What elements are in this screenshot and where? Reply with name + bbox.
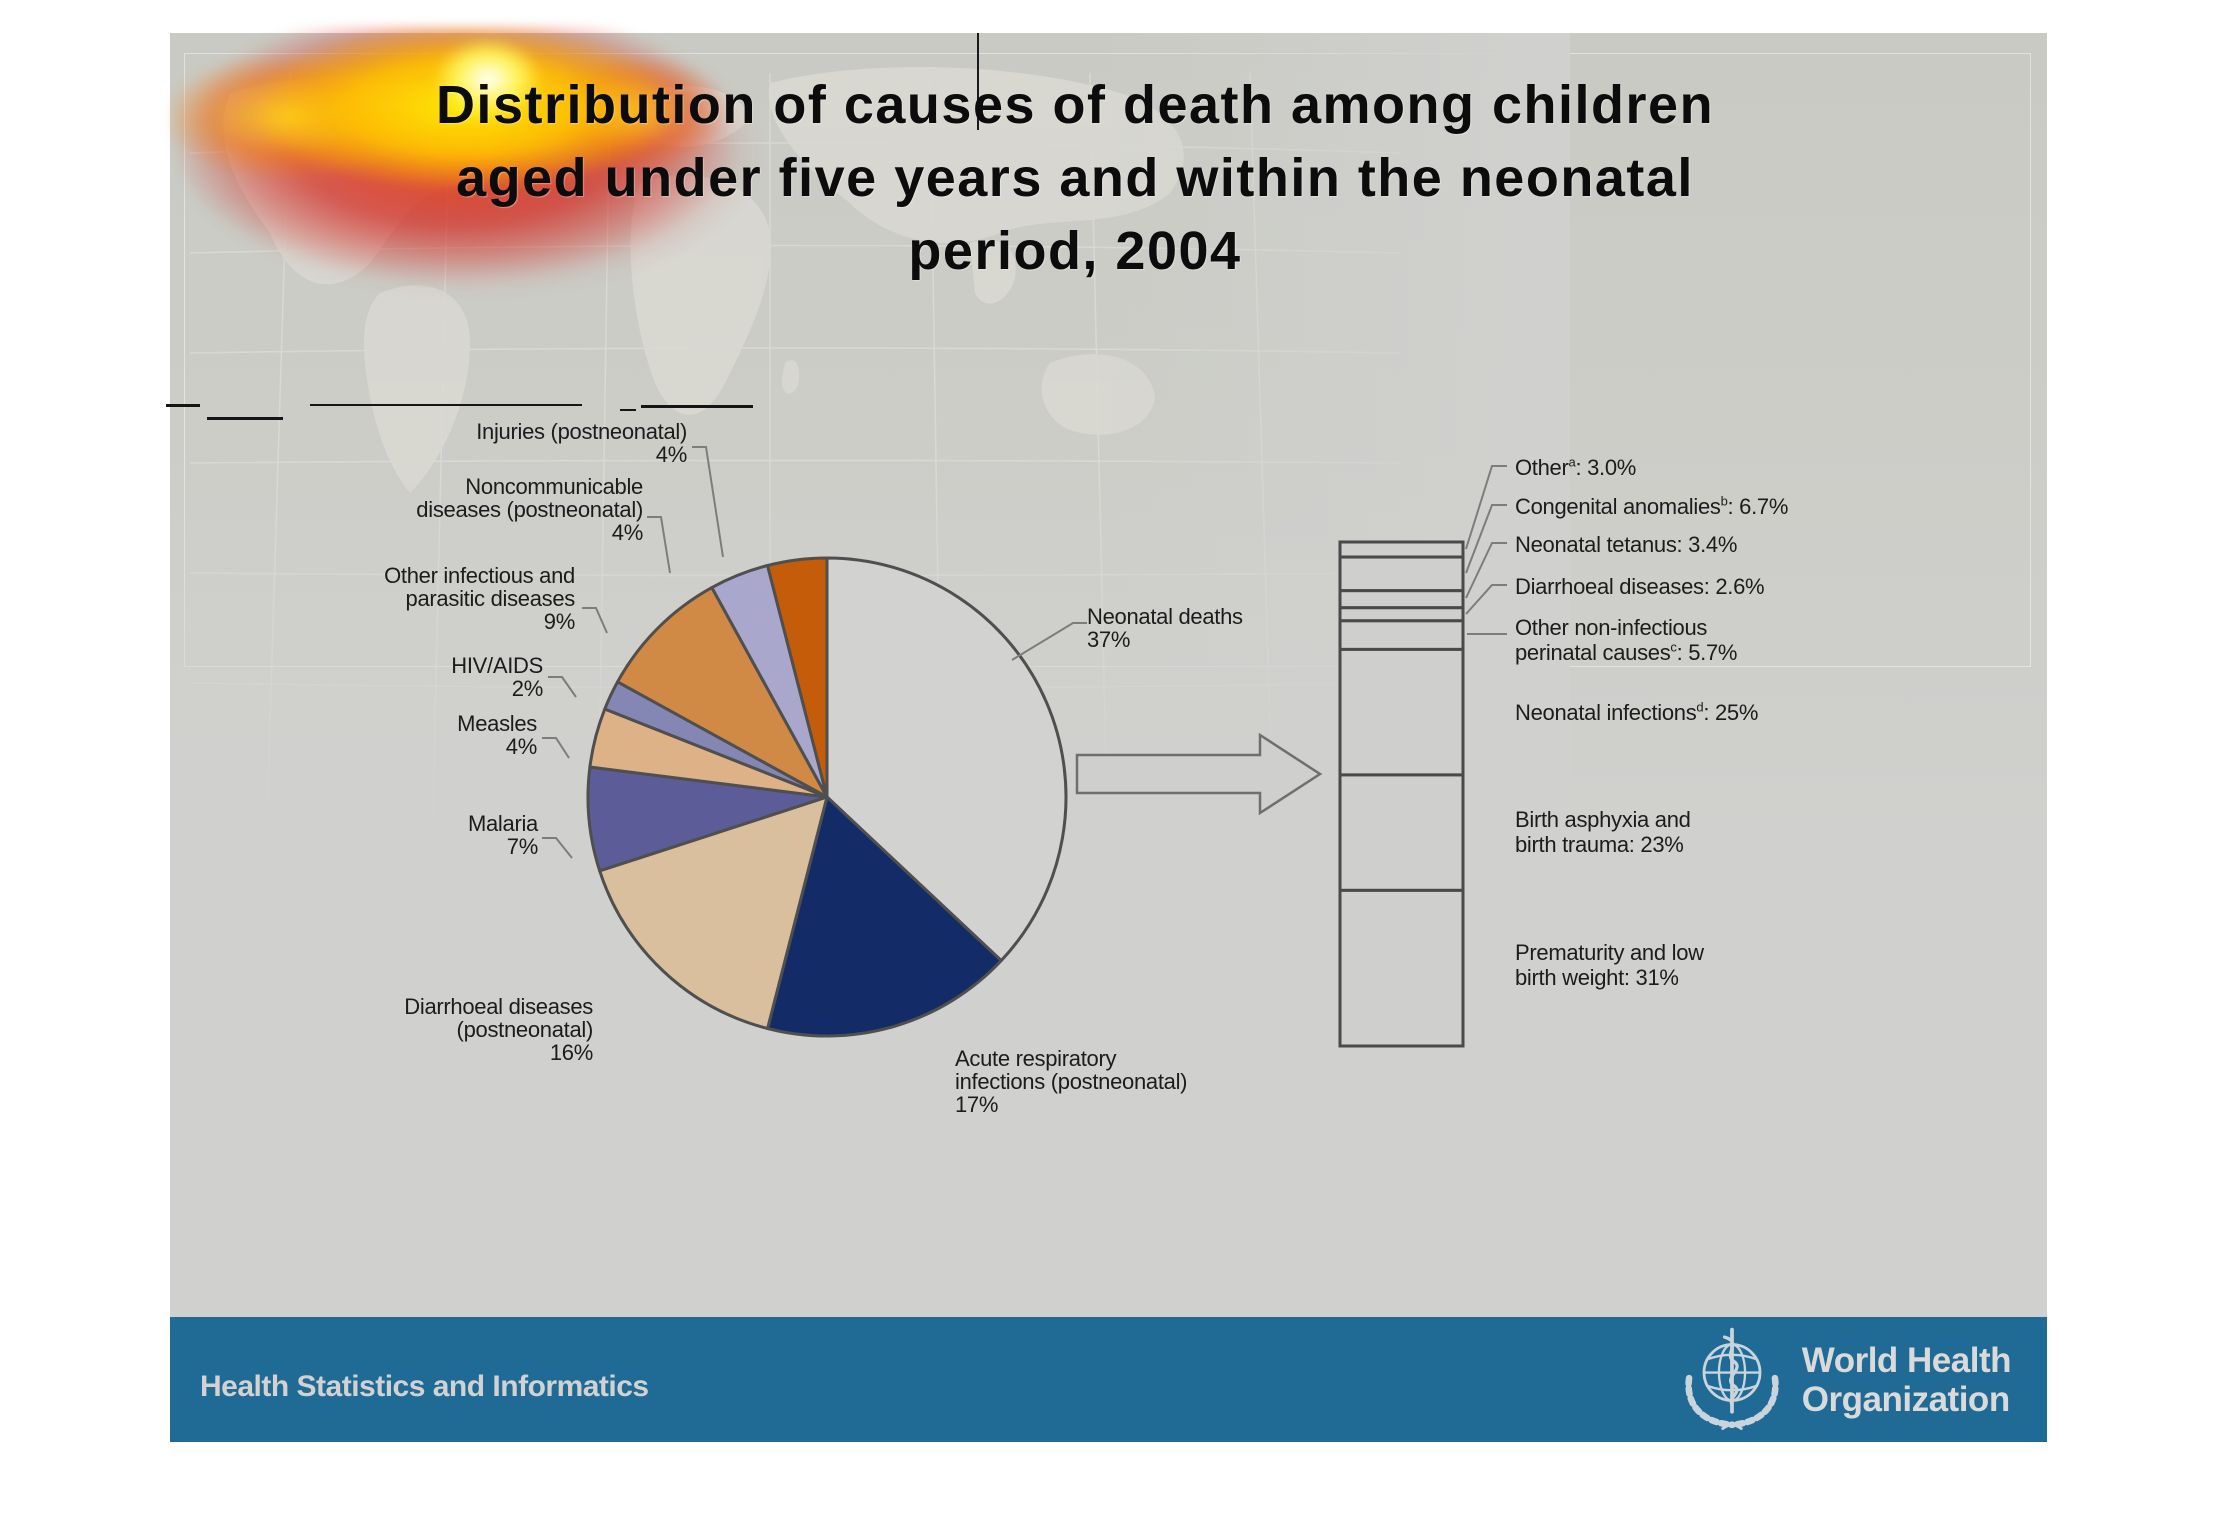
pie-chart bbox=[586, 556, 1068, 1038]
leader-injuries bbox=[692, 446, 724, 558]
flame-graphic bbox=[170, 27, 810, 367]
slide-title-line-3: period, 2004 bbox=[908, 221, 1242, 281]
pie-label-measles: Measles 4% bbox=[457, 711, 537, 759]
bar-segment-6 bbox=[1338, 773, 1465, 892]
stray-mark bbox=[310, 404, 582, 406]
stray-mark bbox=[207, 417, 283, 420]
stray-mark bbox=[620, 409, 636, 411]
bar-label-neonatal-tetanus: Neonatal tetanus: 3.4% bbox=[1515, 532, 1738, 557]
pie-label-injuries: Injuries (postneonatal) 4% bbox=[476, 419, 687, 467]
leader-neonatal-deaths bbox=[1011, 622, 1087, 661]
pie-label-malaria: Malaria 7% bbox=[467, 811, 538, 859]
pie-label-acute-respiratory: Acute respiratory infections (postneonat… bbox=[955, 1046, 1188, 1117]
pie-label-noncommunicable: Noncommunicable diseases (postneonatal) … bbox=[416, 474, 643, 545]
bar-label-prematurity: Prematurity and low birth weight: 31% bbox=[1515, 940, 1704, 990]
bar-label-neonatal-infections: Neonatal infectionsd: 25% bbox=[1515, 699, 1759, 725]
chart-labels: Injuries (postneonatal) 4% Noncommunicab… bbox=[170, 33, 2047, 1442]
pie-slice-6 bbox=[616, 586, 829, 799]
leader-bar-other bbox=[1465, 465, 1507, 550]
map-fade-right bbox=[1090, 33, 1570, 883]
slide-title-line-1: Distribution of causes of death among ch… bbox=[435, 75, 1715, 135]
leader-malaria bbox=[542, 837, 573, 859]
bar-label-other-non-infectious: Other non-infectious perinatal causesc: … bbox=[1515, 615, 1738, 665]
pie-label-hiv-aids: HIV/AIDS 2% bbox=[451, 653, 543, 701]
leader-hiv-aids bbox=[548, 676, 577, 698]
slide-title: Distribution of causes of death among ch… bbox=[210, 69, 1940, 288]
footer-department-label: Health Statistics and Informatics bbox=[200, 1369, 649, 1403]
pie-slice-1 bbox=[766, 795, 1003, 1038]
who-org-name: World Health Organization bbox=[1801, 1340, 2012, 1419]
leader-measles bbox=[542, 737, 570, 759]
bar-segment-7 bbox=[1338, 888, 1465, 1048]
pie-label-diarrhoeal: Diarrhoeal diseases (postneonatal) 16% bbox=[404, 994, 593, 1065]
leader-lines bbox=[542, 446, 1507, 859]
stray-mark bbox=[166, 404, 200, 407]
slide-title-line-2: aged under five years and within the neo… bbox=[456, 148, 1694, 208]
bar-label-birth-asphyxia: Birth asphyxia and birth trauma: 23% bbox=[1515, 807, 1691, 857]
stray-mark bbox=[641, 405, 753, 408]
arrow-pie-to-bar-icon bbox=[1075, 732, 1323, 816]
leader-noncommunicable bbox=[647, 516, 671, 574]
pie-label-neonatal-deaths: Neonatal deaths 37% bbox=[1087, 604, 1243, 652]
bar-segment-1 bbox=[1338, 555, 1465, 593]
pie-label-other-infectious: Other infectious and parasitic diseases … bbox=[384, 563, 575, 634]
leader-bar-congenital bbox=[1465, 504, 1507, 574]
bar-label-congenital-anomalies: Congenital anomaliesb: 6.7% bbox=[1515, 493, 1789, 519]
pie-slice-8 bbox=[766, 556, 829, 799]
who-emblem-icon bbox=[1685, 1327, 1779, 1430]
leader-bar-diarrhoeal bbox=[1465, 584, 1507, 615]
pie-slice-3 bbox=[586, 765, 829, 873]
pie-slice-0 bbox=[825, 556, 1068, 963]
bar-segment-4 bbox=[1338, 619, 1465, 651]
title-divider-line bbox=[977, 33, 979, 130]
chart-canvas bbox=[542, 446, 1507, 1048]
footer-bar: Health Statistics and Informatics Worl bbox=[170, 1317, 2047, 1442]
bar-label-other: Othera: 3.0% bbox=[1515, 454, 1637, 480]
who-logo: World Health Organization bbox=[1676, 1324, 2012, 1436]
leader-other-infectious bbox=[582, 607, 608, 634]
leader-bar-tetanus bbox=[1465, 542, 1507, 599]
pie-slice-2 bbox=[598, 795, 829, 1030]
bar-label-diarrhoeal-diseases: Diarrhoeal diseases: 2.6% bbox=[1515, 574, 1765, 599]
neonatal-stacked-bar bbox=[1338, 540, 1465, 1048]
